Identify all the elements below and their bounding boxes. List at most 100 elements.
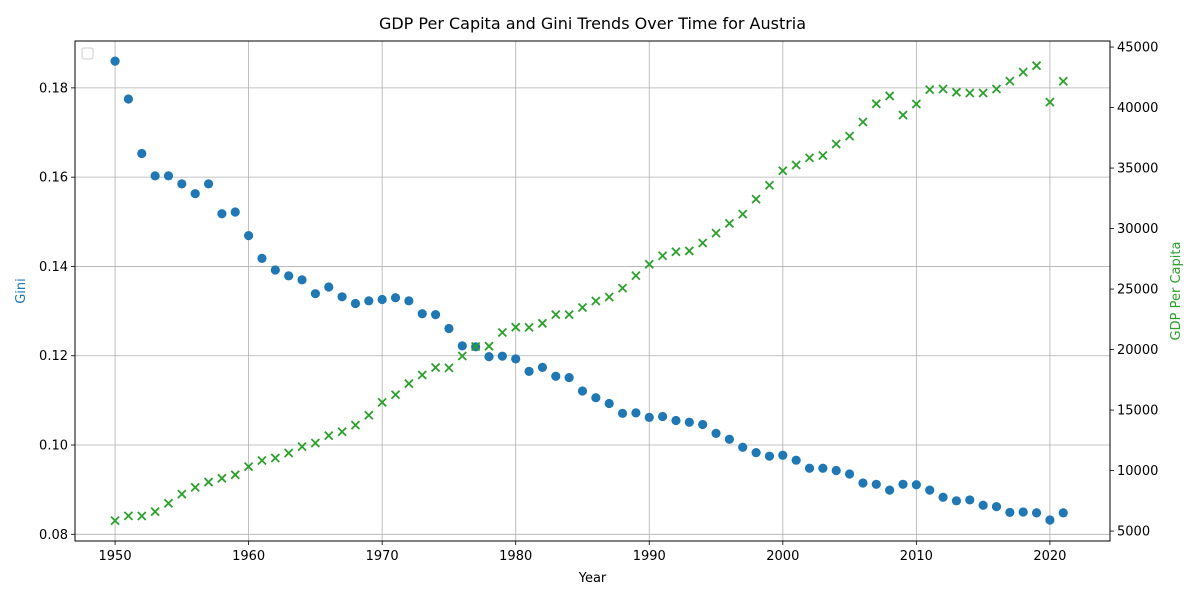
- gini-point: [898, 479, 908, 489]
- gini-point: [818, 463, 828, 473]
- right-y-tick-label: 45000: [1117, 41, 1158, 56]
- gdp-per-capita-point: [471, 341, 481, 352]
- gini-point: [738, 442, 748, 452]
- gdp-per-capita-point: [604, 292, 614, 302]
- gini-point: [885, 485, 895, 495]
- x-tick-label: 1980: [499, 549, 532, 564]
- gini-point: [377, 294, 387, 305]
- gini-point: [938, 492, 948, 502]
- gini-point: [724, 434, 734, 444]
- gdp-per-capita-point: [257, 455, 267, 466]
- gdp-per-capita-point: [217, 473, 227, 483]
- gini-point: [551, 371, 561, 381]
- right-y-tick-label: 30000: [1117, 222, 1158, 237]
- x-tick-label: 1970: [366, 549, 399, 564]
- gini-point: [430, 310, 441, 320]
- gdp-per-capita-point: [844, 131, 855, 141]
- gdp-per-capita-point: [404, 378, 414, 389]
- gdp-per-capita-point: [1018, 67, 1028, 77]
- gdp-per-capita-point: [951, 87, 962, 97]
- gdp-per-capita-point: [150, 506, 160, 517]
- gini-point: [925, 485, 935, 495]
- gdp-per-capita-point: [644, 259, 654, 269]
- gdp-per-capita-point: [337, 427, 347, 437]
- gini-point: [337, 292, 347, 302]
- gdp-per-capita-point: [591, 296, 601, 306]
- gini-point: [511, 354, 521, 364]
- gdp-per-capita-point: [123, 511, 134, 521]
- x-tick-label: 1950: [99, 549, 132, 564]
- gdp-per-capita-point: [524, 322, 534, 333]
- gini-point: [591, 393, 601, 403]
- x-tick-label: 1990: [633, 549, 666, 564]
- gdp-per-capita-point: [911, 99, 921, 109]
- left-y-axis: 0.08 0.10 0.12 0.14 0.16 0.18: [39, 81, 75, 543]
- gini-point: [978, 500, 988, 510]
- gdp-per-capita-point: [657, 251, 668, 261]
- gini-point: [404, 296, 414, 306]
- gini-point: [564, 373, 574, 383]
- gini-point: [631, 408, 641, 418]
- right-y-tick-label: 10000: [1117, 464, 1158, 479]
- gdp-per-capita-point: [284, 448, 294, 458]
- gdp-per-capita-point: [925, 85, 935, 95]
- gini-point: [244, 231, 254, 241]
- gini-point: [163, 171, 174, 181]
- gini-point: [150, 171, 160, 181]
- right-y-tick-label: 5000: [1117, 525, 1150, 540]
- gdp-per-capita-point: [617, 283, 628, 293]
- gini-point: [457, 341, 467, 351]
- gdp-per-capita-point: [871, 99, 881, 109]
- gini-point: [658, 411, 668, 422]
- gini-point: [390, 293, 401, 303]
- gdp-per-capita-point: [163, 498, 174, 508]
- gini-point: [257, 253, 267, 264]
- gdp-per-capita-point: [698, 238, 708, 248]
- gini-point: [764, 451, 775, 461]
- x-tick-label: 2000: [766, 549, 799, 564]
- right-y-tick-label: 20000: [1117, 343, 1158, 358]
- gini-point: [1018, 507, 1028, 517]
- gini-point: [1045, 515, 1055, 525]
- right-y-axis-title: GDP Per Capita: [1169, 242, 1184, 341]
- gini-point: [991, 502, 1002, 512]
- gdp-per-capita-point: [631, 270, 641, 281]
- gdp-per-capita-point: [324, 430, 334, 441]
- gini-point: [604, 398, 614, 409]
- gdp-per-capita-point: [430, 362, 441, 373]
- gdp-per-capita-point: [444, 363, 454, 373]
- gdp-per-capita-point: [564, 309, 574, 320]
- gini-point: [684, 417, 694, 427]
- gdp-per-capita-point: [671, 247, 681, 257]
- left-y-tick-label: 0.16: [39, 171, 68, 186]
- gini-point: [778, 450, 788, 460]
- gini-point: [417, 309, 427, 319]
- gdp-per-capita-point: [1031, 61, 1042, 71]
- x-axis: 1950 1960 1970 1980 1990 2000 2010 2020: [99, 541, 1066, 564]
- gdp-per-capita-point: [751, 194, 761, 204]
- gini-point: [671, 415, 681, 426]
- x-axis-title: Year: [578, 571, 607, 586]
- gdp-per-capita-point: [177, 489, 187, 499]
- left-y-tick-label: 0.08: [39, 528, 68, 543]
- right-y-tick-label: 40000: [1117, 101, 1158, 116]
- gdp-per-capita-point: [297, 441, 307, 452]
- gini-point: [484, 352, 494, 362]
- gdp-per-capita-point: [203, 477, 214, 487]
- gdp-per-capita-point: [190, 482, 200, 493]
- gdp-per-capita-point: [350, 420, 361, 430]
- gdp-per-capita-point: [991, 84, 1002, 94]
- gini-point: [524, 366, 534, 376]
- gdp-per-capita-point: [270, 453, 280, 463]
- gdp-per-capita-point: [885, 91, 895, 101]
- gdp-per-capita-point: [711, 228, 721, 238]
- gini-point: [858, 478, 868, 488]
- gini-point: [350, 298, 361, 309]
- gini-point: [110, 56, 120, 66]
- gini-point: [751, 448, 761, 458]
- left-y-tick-label: 0.12: [39, 349, 68, 364]
- gdp-per-capita-point: [577, 302, 588, 313]
- right-y-tick-label: 35000: [1117, 162, 1158, 177]
- gini-point: [230, 207, 240, 217]
- left-y-axis-title: Gini: [14, 278, 29, 304]
